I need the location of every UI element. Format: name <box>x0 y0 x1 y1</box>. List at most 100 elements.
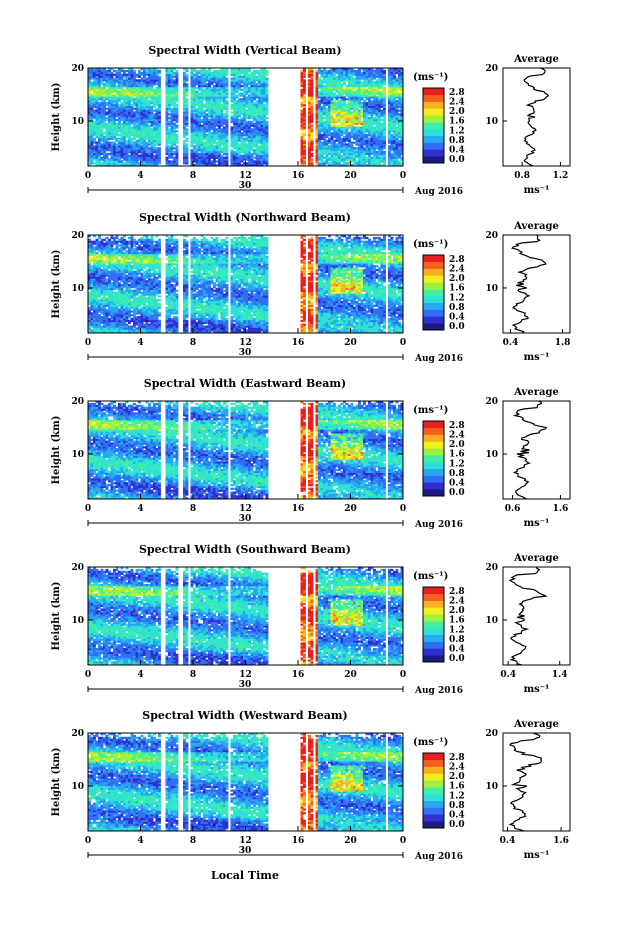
colorbar-swatch <box>423 780 444 787</box>
x-tick-label: 20 <box>344 338 357 348</box>
colorbar-tick-label: 0.8 <box>449 136 465 146</box>
colorbar-swatch <box>423 621 444 628</box>
heatmap-cells <box>88 68 403 166</box>
colorbar-swatch <box>423 601 444 608</box>
colorbar-tick-label: 2.0 <box>449 107 465 117</box>
x-tick-label: 12 <box>239 171 252 181</box>
x-tick-label: 20 <box>344 836 357 846</box>
average-y-tick-label: 10 <box>485 782 498 792</box>
colorbar-tick-label: 0.0 <box>449 488 465 498</box>
average-units: ms⁻¹ <box>524 518 550 529</box>
y-axis-label: Height (km) <box>51 748 62 817</box>
date-label: Aug 2016 <box>414 187 463 197</box>
y-axis-label: Height (km) <box>51 250 62 319</box>
colorbar-swatch <box>423 156 444 163</box>
colorbar-swatch <box>423 421 444 428</box>
colorbar-swatch <box>423 614 444 621</box>
colorbar-swatch <box>423 587 444 594</box>
colorbar-swatch <box>423 476 444 483</box>
colorbar-tick-label: 0.4 <box>449 145 465 155</box>
x-tick-label: 16 <box>292 338 305 348</box>
y-axis-label: Height (km) <box>51 83 62 152</box>
average-units: ms⁻¹ <box>524 684 550 695</box>
x-tick-label: 0 <box>85 836 91 846</box>
x-tick-label: 8 <box>190 670 196 680</box>
colorbar-tick-label: 1.6 <box>449 616 465 626</box>
average-y-tick-label: 10 <box>485 450 498 460</box>
colorbar-tick-label: 2.4 <box>449 763 465 773</box>
average-y-tick-label: 10 <box>485 284 498 294</box>
y-tick-label: 20 <box>71 64 84 74</box>
colorbar-swatch <box>423 642 444 649</box>
colorbar-tick-label: 0.8 <box>449 635 465 645</box>
colorbar-tick-label: 2.4 <box>449 265 465 275</box>
colorbar-swatch <box>423 607 444 614</box>
colorbar-tick-label: 1.6 <box>449 450 465 460</box>
average-profile-line <box>515 401 547 499</box>
colorbar-swatch <box>423 269 444 276</box>
x-tick-label: 16 <box>292 171 305 181</box>
colorbar-swatch <box>423 428 444 435</box>
x-tick-label: 12 <box>239 338 252 348</box>
average-y-tick-label: 20 <box>485 397 498 407</box>
day-label: 30 <box>239 181 252 191</box>
x-tick-label: 16 <box>292 670 305 680</box>
y-axis-label: Height (km) <box>51 416 62 485</box>
y-tick-label: 10 <box>71 284 84 294</box>
colorbar-tick-label: 0.8 <box>449 801 465 811</box>
colorbar-swatch <box>423 787 444 794</box>
colorbar-units: (ms⁻¹) <box>413 72 448 83</box>
x-tick-label: 0 <box>400 836 406 846</box>
x-tick-label: 20 <box>344 670 357 680</box>
average-x-tick-label: 0.4 <box>500 836 516 846</box>
colorbar-tick-label: 2.8 <box>449 88 465 98</box>
colorbar-units: (ms⁻¹) <box>413 239 448 250</box>
colorbar-swatch <box>423 655 444 662</box>
x-tick-label: 4 <box>137 836 143 846</box>
x-tick-label: 0 <box>85 171 91 181</box>
colorbar-swatch <box>423 102 444 109</box>
colorbar-swatch <box>423 282 444 289</box>
colorbar-tick-label: 0.0 <box>449 322 465 332</box>
x-tick-label: 12 <box>239 836 252 846</box>
date-label: Aug 2016 <box>414 852 463 862</box>
heatmap-cells <box>88 733 403 831</box>
colorbar-swatch <box>423 435 444 442</box>
average-x-tick-label: 1.6 <box>553 504 569 514</box>
x-tick-label: 8 <box>190 171 196 181</box>
average-units: ms⁻¹ <box>524 850 550 861</box>
panel-title: Spectral Width (Southward Beam) <box>139 543 351 556</box>
colorbar-tick-label: 0.4 <box>449 312 465 322</box>
colorbar-swatch <box>423 794 444 801</box>
colorbar-swatch <box>423 129 444 136</box>
average-profile-line <box>510 733 541 831</box>
colorbar-tick-label: 2.8 <box>449 255 465 265</box>
colorbar-swatch <box>423 808 444 815</box>
y-tick-label: 10 <box>71 117 84 127</box>
colorbar-swatch <box>423 303 444 310</box>
y-tick-label: 10 <box>71 450 84 460</box>
colorbar-swatch <box>423 262 444 269</box>
average-x-tick-label: 1.2 <box>553 171 569 181</box>
average-y-tick-label: 20 <box>485 729 498 739</box>
colorbar-swatch <box>423 489 444 496</box>
colorbar-swatch <box>423 323 444 330</box>
colorbar-swatch <box>423 482 444 489</box>
colorbar-tick-label: 2.0 <box>449 440 465 450</box>
colorbar-tick-label: 0.0 <box>449 654 465 664</box>
average-profile-line <box>510 567 546 665</box>
colorbar-swatch <box>423 594 444 601</box>
x-tick-label: 0 <box>400 504 406 514</box>
colorbar-swatch <box>423 95 444 102</box>
y-axis-label: Height (km) <box>51 582 62 651</box>
colorbar-swatch <box>423 296 444 303</box>
colorbar-swatch <box>423 255 444 262</box>
colorbar-tick-label: 0.4 <box>449 478 465 488</box>
day-label: 30 <box>239 846 252 856</box>
colorbar-swatch <box>423 88 444 95</box>
colorbar-swatch <box>423 469 444 476</box>
y-tick-label: 20 <box>71 563 84 573</box>
